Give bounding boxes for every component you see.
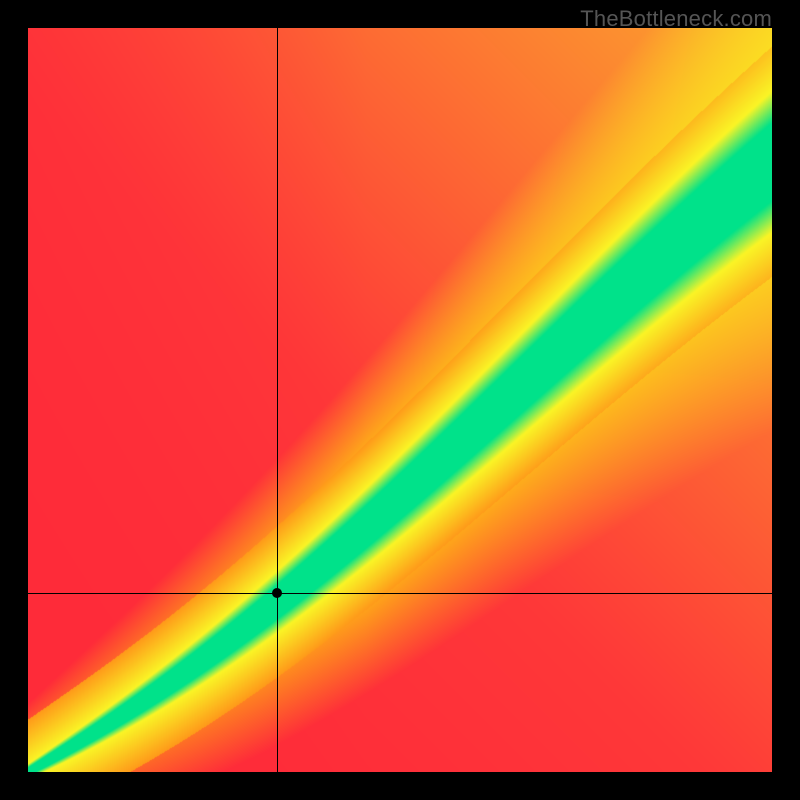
chart-container: TheBottleneck.com [0,0,800,800]
crosshair-horizontal [28,593,772,594]
heatmap-canvas [28,28,772,772]
plot-area [28,28,772,772]
watermark-text: TheBottleneck.com [580,6,772,32]
crosshair-vertical [277,28,278,772]
crosshair-marker [272,588,282,598]
